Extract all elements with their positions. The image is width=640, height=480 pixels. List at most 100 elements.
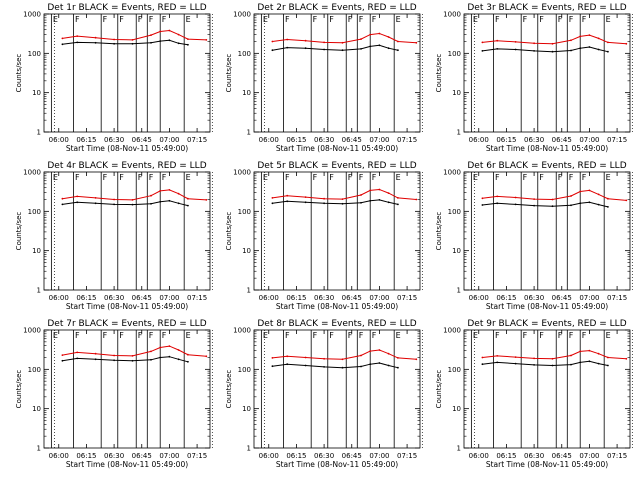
events-data-point [607, 50, 609, 53]
events-data-point [341, 366, 344, 369]
events-data-point [61, 43, 64, 46]
flag-label: F [313, 331, 318, 340]
panel-title: Det 8r BLACK = Events, RED = LLD [257, 319, 416, 329]
events-data-point [113, 203, 115, 206]
x-tick-label: 07:15 [187, 452, 207, 460]
x-tick-label: 06:15 [496, 136, 516, 144]
flag-label: F [359, 331, 364, 340]
lld-data-point [304, 39, 307, 42]
events-data-point [271, 49, 274, 52]
lld-series-line [62, 189, 207, 201]
flag-label: F [359, 173, 364, 182]
x-tick-label: 06:30 [314, 452, 334, 460]
lld-data-point [597, 193, 600, 196]
flag-label: F [582, 173, 587, 182]
plot-frame [463, 329, 631, 449]
flag-label: F [359, 15, 364, 24]
panel-title: Det 7r BLACK = Events, RED = LLD [47, 319, 206, 329]
events-data-point [378, 199, 381, 201]
y-tick-label: 1000 [443, 11, 461, 19]
x-tick-label: 06:30 [104, 136, 124, 144]
events-data-point [378, 44, 381, 47]
y-axis-label: Counts/sec [435, 370, 443, 409]
flag-label: F [75, 15, 80, 24]
lld-data-point [387, 36, 390, 38]
y-tick-label: 100 [448, 366, 461, 374]
events-data-point [304, 364, 307, 367]
events-data-point [607, 206, 609, 208]
lld-data-point [369, 33, 372, 36]
events-data-point [168, 355, 171, 358]
flag-label: F [103, 173, 108, 182]
x-tick-label: 07:00 [159, 294, 179, 302]
events-data-point [481, 50, 484, 52]
x-tick-label: 06:45 [552, 294, 572, 302]
y-tick-label: 100 [448, 208, 461, 216]
lld-data-point [625, 357, 628, 360]
lld-data-point [61, 354, 64, 356]
y-tick-label: 1 [457, 287, 461, 295]
y-tick-label: 1000 [23, 169, 41, 177]
flag-label: F [149, 331, 154, 340]
lld-data-point [378, 349, 381, 351]
y-tick-label: 10 [32, 247, 41, 255]
lld-data-point [360, 38, 362, 40]
flag-label: F [75, 331, 80, 340]
events-data-point [496, 48, 499, 50]
events-series-line [272, 362, 399, 369]
flag-label: E [186, 331, 191, 340]
lld-data-point [286, 194, 289, 197]
x-tick-label: 06:45 [552, 452, 572, 460]
lld-data-point [369, 189, 372, 192]
events-data-point [369, 45, 372, 48]
x-tick-label: 06:45 [342, 136, 362, 144]
lld-data-point [205, 39, 208, 41]
flag-label: F [582, 15, 587, 24]
x-tick-label: 06:00 [259, 294, 279, 302]
y-axis-label: Counts/sec [225, 370, 233, 409]
events-data-point [588, 46, 591, 48]
lld-data-point [113, 38, 115, 41]
x-tick-label: 06:15 [76, 294, 96, 302]
y-tick-label: 10 [242, 405, 251, 413]
flag-label: E [473, 331, 478, 340]
flag-label: F [539, 173, 544, 182]
lld-data-point [271, 197, 274, 199]
y-tick-label: 10 [452, 89, 461, 97]
x-tick-label: 07:15 [607, 136, 627, 144]
events-data-point [304, 47, 307, 50]
lld-data-point [168, 29, 171, 32]
x-tick-label: 06:00 [469, 136, 489, 144]
lld-data-point [150, 34, 152, 36]
x-axis-label: Start Time (08-Nov-11 05:49:00) [276, 302, 398, 311]
events-data-point [533, 50, 535, 52]
flag-label: F [329, 15, 334, 24]
flag-label: F [75, 173, 80, 182]
flag-label: E [186, 15, 191, 24]
y-axis-label: Counts/sec [225, 212, 233, 251]
lld-data-point [570, 354, 572, 357]
events-data-point [387, 364, 390, 367]
events-data-point [387, 201, 390, 204]
flag-label: F [569, 173, 574, 182]
x-tick-label: 07:15 [607, 452, 627, 460]
flag-label: F [495, 173, 500, 182]
y-tick-label: 100 [28, 366, 41, 374]
y-tick-label: 10 [32, 89, 41, 97]
lld-data-point [387, 192, 390, 195]
flag-label: F [103, 331, 108, 340]
events-data-point [187, 360, 189, 363]
events-series-line [272, 199, 399, 205]
lld-data-point [304, 196, 307, 199]
flag-label: F [539, 15, 544, 24]
lld-data-point [533, 357, 535, 360]
x-tick-label: 07:00 [579, 294, 599, 302]
x-tick-label: 07:00 [369, 136, 389, 144]
flag-label: F [313, 15, 318, 24]
plot-frame [253, 13, 421, 133]
x-tick-label: 06:45 [342, 294, 362, 302]
panel-title: Det 5r BLACK = Events, RED = LLD [257, 161, 416, 171]
y-axis-label: Counts/sec [435, 212, 443, 251]
